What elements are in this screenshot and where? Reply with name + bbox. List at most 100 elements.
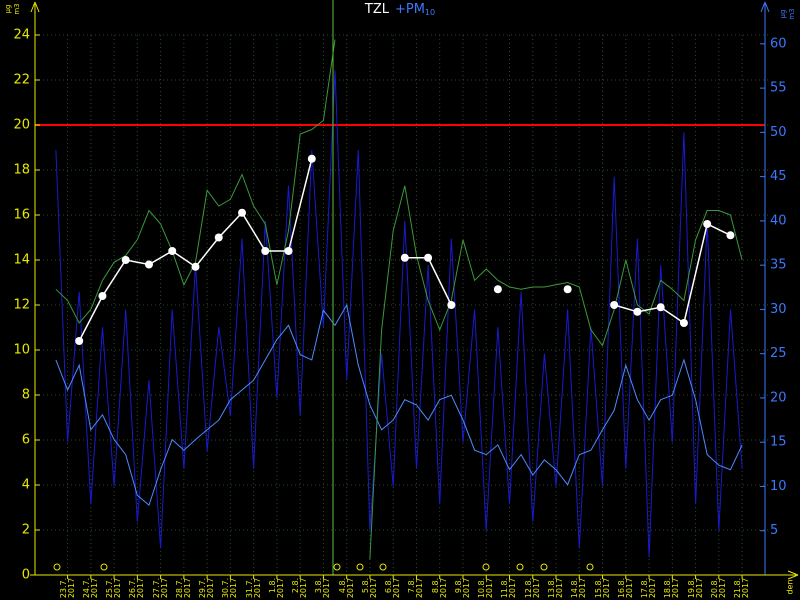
y-axis-arrow xyxy=(30,1,40,13)
x-axis-label: den xyxy=(786,579,795,594)
y-tick-label: 6 xyxy=(22,433,30,448)
x-tick-label: 25.7. 2017 xyxy=(105,577,123,599)
x-tick-label: 20.8. 2017 xyxy=(709,577,727,599)
x-tick-label: 21.8. 2017 xyxy=(733,577,751,599)
point xyxy=(703,220,712,228)
x-tick-label: 1.8. 2017 xyxy=(267,577,285,599)
y2-tick-label: 55 xyxy=(770,81,787,96)
point xyxy=(307,154,316,163)
axis-marker xyxy=(333,563,341,571)
y2-tick-label: 10 xyxy=(770,479,787,494)
point xyxy=(121,256,130,264)
title-main: TZL xyxy=(364,2,390,17)
axis-marker xyxy=(100,563,108,571)
series-line xyxy=(55,39,743,560)
x-tick-label: 26.7. 2017 xyxy=(128,577,146,599)
point xyxy=(284,247,293,255)
y2-tick-label: 50 xyxy=(770,125,787,140)
y2-tick-label: 35 xyxy=(770,258,787,273)
y2-tick-label: 45 xyxy=(770,169,787,184)
x-tick-label: 3.8. 2017 xyxy=(314,577,332,599)
y2-tick-label: 5 xyxy=(770,523,778,538)
x-tick-label: 4.8. 2017 xyxy=(337,577,355,599)
axis-marker xyxy=(356,563,364,571)
x-tick-label: 14.8. 2017 xyxy=(570,577,588,599)
x-tick-label: 15.8. 2017 xyxy=(593,577,611,599)
point xyxy=(400,253,409,262)
x-tick-label: 17.8. 2017 xyxy=(640,577,658,599)
y2-tick-label: 20 xyxy=(770,390,787,405)
y-unit-bottom: m3 xyxy=(13,3,21,14)
y2-unit-top: µg xyxy=(779,10,787,19)
point xyxy=(238,208,247,217)
x-axis-arrow xyxy=(787,570,799,580)
x-tick-label: 7.8. 2017 xyxy=(407,577,425,599)
point xyxy=(679,319,688,327)
y-tick-label: 4 xyxy=(22,478,30,493)
title-pm-sub: 10 xyxy=(425,8,435,17)
x-tick-label: 8.8. 2017 xyxy=(430,577,448,599)
axis-marker xyxy=(379,563,387,571)
x-tick-label: 16.8. 2017 xyxy=(616,577,634,599)
point xyxy=(633,307,642,316)
x-tick-label: 5.8. 2017 xyxy=(360,577,378,599)
axis-marker xyxy=(586,563,594,571)
x-tick-label: 10.8. 2017 xyxy=(477,577,495,599)
point xyxy=(493,285,502,294)
y-tick-label: 24 xyxy=(13,28,30,43)
point xyxy=(261,247,270,255)
y-tick-label: 16 xyxy=(13,208,30,223)
x-tick-label: 12.8. 2017 xyxy=(523,577,541,599)
y2-axis-arrow xyxy=(760,1,770,13)
grid xyxy=(35,34,770,576)
axis-marker xyxy=(516,563,524,571)
y2-tick-label: 40 xyxy=(770,213,787,228)
chart-title: TZL +PM10 xyxy=(364,2,435,17)
point xyxy=(75,337,84,345)
point xyxy=(424,253,433,262)
x-tick-label: 28.7. 2017 xyxy=(174,577,192,599)
point xyxy=(563,285,572,294)
point xyxy=(191,262,200,271)
x-tick-label: 6.8. 2017 xyxy=(384,577,402,599)
y2-tick-label: 15 xyxy=(770,435,787,450)
y-tick-label: 14 xyxy=(13,253,30,268)
x-tick-label: 24.7. 2017 xyxy=(81,577,99,599)
point xyxy=(214,233,223,242)
axis-markers xyxy=(53,563,594,571)
series-line xyxy=(55,70,743,558)
point xyxy=(144,260,153,269)
series-line xyxy=(55,303,743,506)
title-pm: +PM xyxy=(395,2,425,17)
y2-tick-label: 30 xyxy=(770,302,787,317)
x-tick-label: 29.7. 2017 xyxy=(198,577,216,599)
x-tick-label: 23.7. 2017 xyxy=(58,577,76,599)
y2-tick-label: 25 xyxy=(770,346,787,361)
y-tick-label: 8 xyxy=(22,388,30,403)
x-tick-label: 27.7. 2017 xyxy=(151,577,169,599)
y-unit-top: µg xyxy=(4,5,12,14)
point xyxy=(168,247,177,255)
axis-marker xyxy=(53,563,61,571)
x-tick-label: 9.8. 2017 xyxy=(453,577,471,599)
point xyxy=(447,301,456,309)
y-tick-label: 18 xyxy=(13,163,30,178)
x-tick-label: 30.7. 2017 xyxy=(221,577,239,599)
marks xyxy=(35,39,765,560)
axis-marker xyxy=(482,563,490,571)
x-tick-label: 31.7. 2017 xyxy=(244,577,262,599)
y2-unit-bottom: m3 xyxy=(788,8,796,19)
y-tick-label: 12 xyxy=(13,298,30,313)
y2-tick-label: 60 xyxy=(770,36,787,51)
x-tick-label: 13.8. 2017 xyxy=(547,577,564,599)
y-tick-label: 0 xyxy=(22,568,30,583)
point xyxy=(656,303,665,312)
point xyxy=(726,231,735,240)
x-tick-label: 2.8. 2017 xyxy=(291,577,309,599)
point xyxy=(98,292,107,300)
point xyxy=(610,301,619,309)
y-tick-label: 2 xyxy=(22,523,30,538)
